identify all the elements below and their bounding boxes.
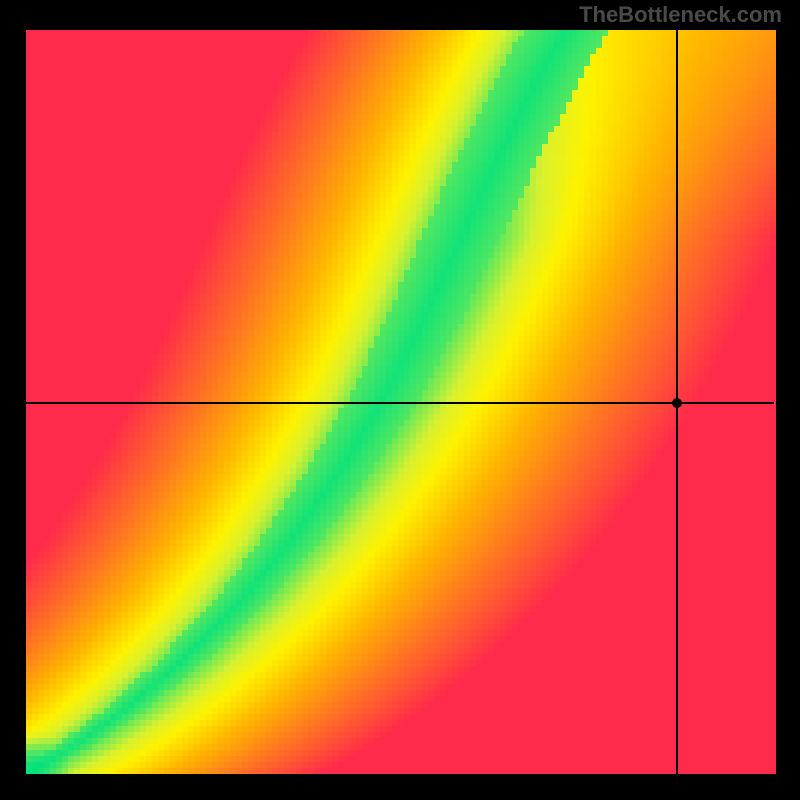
crosshair-marker: [672, 398, 682, 408]
crosshair-horizontal: [26, 402, 774, 404]
watermark-text: TheBottleneck.com: [579, 2, 782, 28]
chart-frame: TheBottleneck.com: [0, 0, 800, 800]
plot-area: [26, 30, 774, 774]
